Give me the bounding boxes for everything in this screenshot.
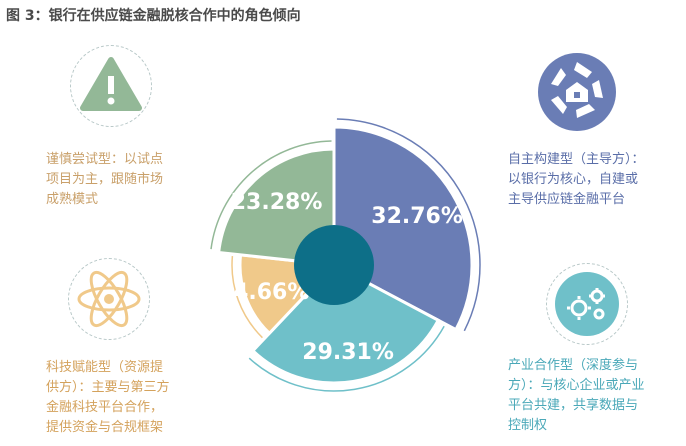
warning-icon	[80, 57, 142, 111]
slice-outer-ring	[336, 118, 481, 332]
house-shutter-icon-ring	[537, 52, 617, 132]
chart-title: 图 3：银行在供应链金融脱核合作中的角色倾向	[6, 8, 301, 24]
slice-outer-ring	[248, 325, 445, 392]
pie-slice	[217, 147, 336, 267]
slice-outer-ring	[210, 140, 332, 250]
warning-icon-ring	[70, 45, 152, 127]
annotation-industry-coop: 产业合作型（深度参与 方）：与核心企业或产业 平台共建，共享数据与 控制权	[508, 358, 645, 433]
slice-label: 29.31%	[302, 340, 394, 365]
slice-outer-ring	[231, 255, 263, 339]
annotation-tech-enabled: 科技赋能型（资源提 供方）：主要与第三方 金融科技平台合作， 提供资金与合规框架	[46, 360, 170, 435]
annotation-autonomous: 自主构建型（主导方）： 以银行为核心，自建或 主导供应链金融平台	[508, 152, 645, 207]
atom-icon-ring	[68, 258, 150, 340]
atom-icon	[77, 270, 141, 328]
center-circle	[294, 225, 374, 305]
gears-icon	[555, 272, 619, 336]
pie-slice	[250, 263, 441, 385]
outer-rings	[210, 118, 481, 392]
slice-labels: 32.76% 29.31% 14.66% 23.28%	[218, 190, 463, 365]
gears-icon-ring	[546, 263, 628, 345]
annotation-cautious: 谨慎尝试型：以试点 项目为主，跟随市场 成熟模式	[46, 152, 164, 207]
house-shutter-icon	[538, 53, 616, 131]
slice-label: 14.66%	[218, 280, 310, 305]
slice-label: 23.28%	[231, 190, 323, 215]
slice-label: 32.76%	[371, 204, 463, 229]
